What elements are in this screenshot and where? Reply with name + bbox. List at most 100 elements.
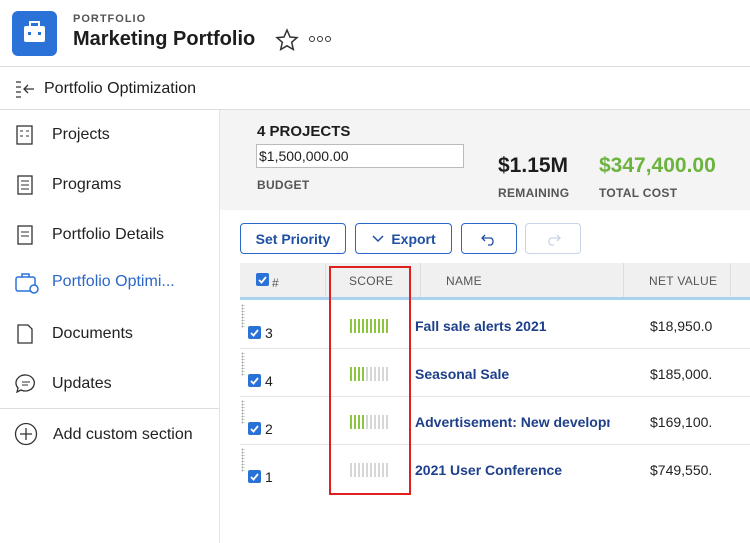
nav-item[interactable]: Updates [52, 375, 112, 392]
net-value: $169,100. [650, 414, 713, 430]
sidebar-border [219, 110, 220, 543]
col-sep [623, 263, 624, 297]
project-count: 4 PROJECTS [257, 123, 351, 140]
row-rank: 4 [265, 373, 273, 389]
score-tick [362, 415, 364, 429]
score-tick [370, 367, 372, 381]
net-value: $749,550. [650, 462, 713, 478]
score-tick [382, 319, 384, 333]
row-checkbox[interactable] [248, 374, 261, 387]
select-all-checkbox[interactable] [256, 273, 269, 286]
export-label: Export [391, 230, 436, 247]
divider [0, 408, 219, 409]
column-header: # [272, 276, 279, 290]
nav-icon [17, 324, 33, 344]
column-header: SCORE [349, 274, 394, 288]
col-sep [420, 263, 421, 297]
nav-item[interactable]: Add custom section [53, 426, 193, 443]
score-tick [358, 463, 360, 477]
score-tick [354, 319, 356, 333]
score-tick [374, 319, 376, 333]
project-name[interactable]: 2021 User Conference [415, 462, 563, 478]
drag-handle [241, 400, 245, 424]
nav-item-active[interactable]: Portfolio Optimi... [52, 273, 175, 290]
score-tick [358, 319, 360, 333]
divider [0, 109, 750, 110]
project-name[interactable]: Advertisement: New developm [415, 414, 610, 430]
score-tick [358, 367, 360, 381]
score-tick [366, 367, 368, 381]
redo-button[interactable] [525, 223, 581, 254]
header-label: PORTFOLIO [73, 13, 147, 25]
score-tick [378, 319, 380, 333]
score-tick [362, 367, 364, 381]
row-rank: 2 [265, 421, 273, 437]
score-tick [350, 415, 352, 429]
score-tick [374, 463, 376, 477]
score-tick [362, 463, 364, 477]
score-tick [378, 415, 380, 429]
add-icon [14, 422, 38, 446]
remaining-label: REMAINING [498, 186, 570, 200]
score-tick [358, 415, 360, 429]
score-tick [370, 319, 372, 333]
score-tick [386, 415, 388, 429]
more-menu[interactable] [308, 34, 332, 44]
nav-icon [17, 225, 33, 245]
divider [0, 66, 750, 67]
highlight-box [329, 266, 411, 495]
drag-handle [241, 448, 245, 472]
score-tick [382, 463, 384, 477]
nav-icon [17, 175, 33, 195]
row-checkbox[interactable] [248, 470, 261, 483]
budget-label: BUDGET [257, 178, 310, 192]
total-cost-value: $347,400.00 [599, 154, 716, 177]
score-tick [366, 319, 368, 333]
score-tick [382, 415, 384, 429]
nav-item[interactable]: Documents [52, 325, 133, 342]
score-tick [366, 463, 368, 477]
favorite-star[interactable] [275, 28, 299, 52]
undo-button[interactable] [461, 223, 517, 254]
score-tick [370, 415, 372, 429]
col-sep [325, 263, 326, 297]
score-tick [362, 319, 364, 333]
row-rank: 1 [265, 469, 273, 485]
header-title: Marketing Portfolio [73, 28, 256, 50]
score-tick [350, 463, 352, 477]
score-bar [350, 415, 388, 429]
score-tick [374, 367, 376, 381]
breadcrumb: Portfolio Optimization [44, 80, 197, 97]
row-checkbox[interactable] [248, 422, 261, 435]
nav-icon [15, 374, 35, 394]
score-tick [366, 415, 368, 429]
score-bar [350, 367, 388, 381]
drag-handle [241, 304, 245, 328]
nav-item[interactable]: Projects [52, 126, 110, 143]
collapse-icon[interactable] [14, 79, 36, 99]
nav-icon [15, 273, 39, 294]
score-tick [370, 463, 372, 477]
remaining-value: $1.15M [498, 154, 569, 177]
set-priority-button[interactable]: Set Priority [240, 223, 346, 254]
score-tick [378, 367, 380, 381]
app-icon [12, 11, 57, 56]
nav-icon [16, 125, 33, 145]
score-tick [350, 319, 352, 333]
net-value: $18,950.0 [650, 318, 713, 334]
budget-input[interactable]: $1,500,000.00 [256, 144, 464, 168]
project-name[interactable]: Seasonal Sale [415, 366, 510, 382]
net-value: $185,000. [650, 366, 713, 382]
nav-item[interactable]: Programs [52, 176, 122, 193]
score-bar [350, 463, 388, 477]
project-name[interactable]: Fall sale alerts 2021 [415, 318, 547, 334]
export-button[interactable]: Export [355, 223, 452, 254]
row-checkbox[interactable] [248, 326, 261, 339]
score-tick [354, 463, 356, 477]
column-header: NET VALUE [649, 274, 718, 288]
row-border [240, 396, 750, 397]
nav-item[interactable]: Portfolio Details [52, 226, 165, 243]
column-header: NAME [446, 274, 482, 288]
col-sep [730, 263, 731, 297]
